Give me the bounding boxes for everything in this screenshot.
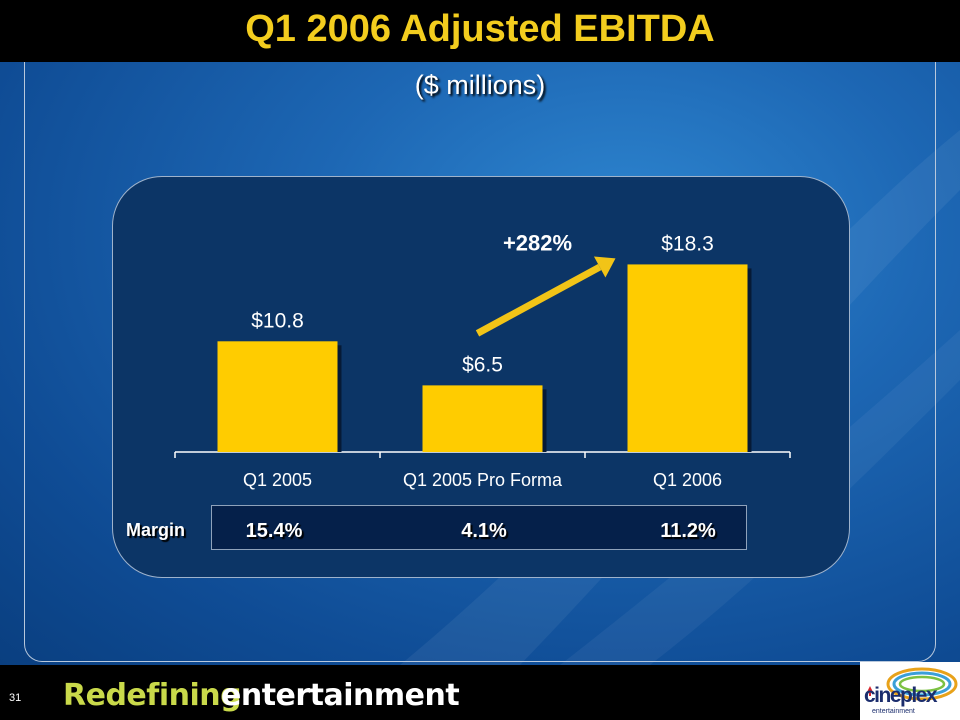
margin-value: 15.4% <box>245 520 303 542</box>
footer-bar <box>0 665 960 720</box>
margin-value: 11.2% <box>660 520 716 542</box>
page-number: 31 <box>9 692 22 704</box>
slide-title: Q1 2006 Adjusted EBITDA <box>245 8 715 50</box>
bar <box>217 341 338 452</box>
logo-rings-icon <box>867 667 958 701</box>
margin-value: 4.1% <box>461 520 507 542</box>
bar-value-label: $10.8 <box>251 309 304 332</box>
margin-label: Margin <box>126 520 186 540</box>
tagline-accent: Redefining <box>63 678 242 713</box>
content-frame <box>24 62 936 662</box>
cineplex-logo: cineplex entertainment <box>860 662 960 720</box>
margin-box <box>211 505 747 550</box>
logo-subtext: entertainment <box>872 708 915 715</box>
bar-value-label: $18.3 <box>661 232 714 255</box>
x-tick-label: Q1 2006 <box>653 470 722 490</box>
bar <box>422 385 543 452</box>
logo-wordmark: cineplex <box>864 684 938 707</box>
slide-subtitle: ($ millions) <box>414 70 546 100</box>
growth-arrow <box>475 263 602 337</box>
growth-annotation: +282% <box>503 230 572 255</box>
maple-leaf-icon <box>867 686 873 696</box>
bar <box>627 264 748 452</box>
growth-arrowhead <box>593 256 616 278</box>
tagline-text: entertainment <box>221 678 460 713</box>
bar-value-label: $6.5 <box>462 353 503 376</box>
title-bar <box>0 0 960 62</box>
x-tick-label: Q1 2005 Pro Forma <box>403 470 563 490</box>
x-tick-label: Q1 2005 <box>243 470 312 490</box>
